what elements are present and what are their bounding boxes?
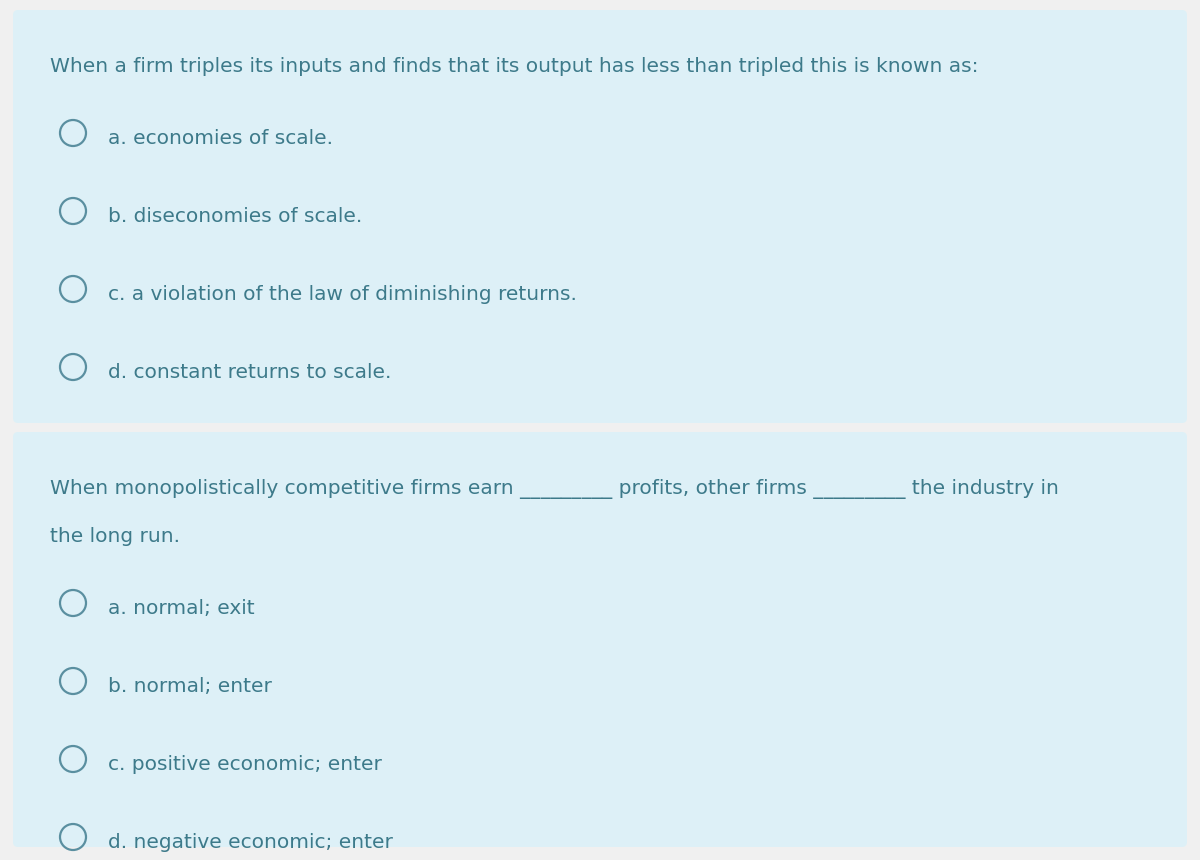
- Text: the long run.: the long run.: [50, 527, 180, 546]
- Text: b. normal; enter: b. normal; enter: [108, 677, 272, 696]
- Text: a. economies of scale.: a. economies of scale.: [108, 129, 334, 148]
- FancyBboxPatch shape: [13, 10, 1187, 423]
- Text: d. constant returns to scale.: d. constant returns to scale.: [108, 363, 391, 382]
- Text: d. negative economic; enter: d. negative economic; enter: [108, 833, 392, 852]
- Text: a. normal; exit: a. normal; exit: [108, 599, 254, 618]
- Text: When monopolistically competitive firms earn _________ profits, other firms ____: When monopolistically competitive firms …: [50, 479, 1058, 499]
- FancyBboxPatch shape: [13, 432, 1187, 847]
- Text: When a firm triples its inputs and finds that its output has less than tripled t: When a firm triples its inputs and finds…: [50, 57, 978, 76]
- Text: c. a violation of the law of diminishing returns.: c. a violation of the law of diminishing…: [108, 285, 577, 304]
- Text: b. diseconomies of scale.: b. diseconomies of scale.: [108, 207, 362, 226]
- Text: c. positive economic; enter: c. positive economic; enter: [108, 755, 382, 774]
